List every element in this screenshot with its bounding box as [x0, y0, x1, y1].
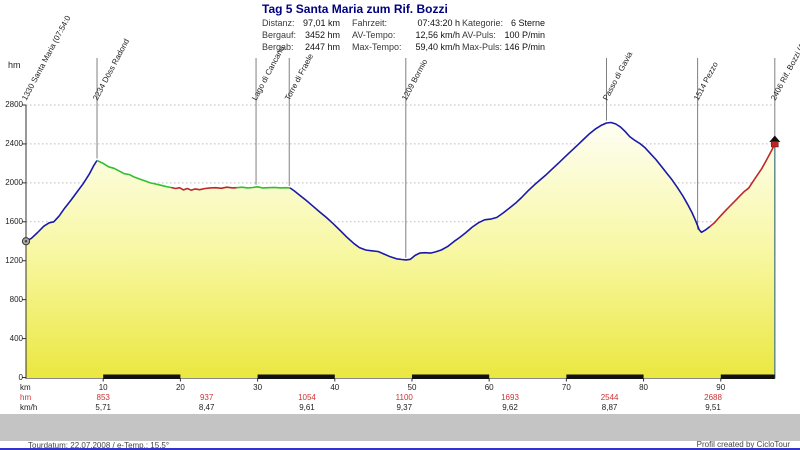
row-value-km-h: 9,51 [705, 402, 721, 412]
stat-value: 146 P/min [504, 42, 545, 52]
stat-row: AV-Puls: 100 P/min [462, 29, 545, 41]
profile-segment-forstweg-1 [96, 159, 172, 189]
row-value-km: 20 [175, 382, 185, 392]
stat-label: Bergauf: [262, 30, 297, 40]
y-tick-label-2000: 2000 [5, 177, 23, 187]
row-value-km-h: 5,71 [95, 402, 111, 412]
scale-bar-segment-4 [720, 374, 775, 379]
stat-row: Fahrzeit: 07:43:20 h [352, 17, 460, 29]
stat-value: 07:43:20 h [417, 18, 460, 28]
row-value-km: 50 [407, 382, 417, 392]
profile-segment-asphalt-0 [25, 160, 98, 242]
y-tick-label-1200: 1200 [5, 255, 23, 265]
tour-date-temp-text: Tourdatum: 22.07.2008 / e-Temp.: 15,5° [28, 441, 170, 450]
row-value-hm: 2544 [600, 392, 619, 402]
stat-label: Max-Puls: [462, 42, 503, 52]
stats-column-0: Distanz: 97,01 km Bergauf: 3452 hm Bergab: 24… [262, 17, 340, 53]
row-label-km: km [20, 382, 31, 392]
stat-value: 2447 hm [304, 42, 340, 52]
stat-label: AV-Tempo: [352, 30, 396, 40]
window-bottom-border [0, 448, 800, 450]
hut-icon-roof [769, 135, 781, 142]
row-label-km-h: km/h [20, 402, 38, 412]
stat-value: 6 Sterne [510, 18, 545, 28]
stat-label: Max-Tempo: [352, 42, 402, 52]
row-value-km: 10 [98, 382, 108, 392]
stat-label: Distanz: [262, 18, 295, 28]
stat-value: 12,56 km/h [415, 30, 460, 40]
row-value-hm: 853 [96, 392, 110, 402]
stat-label: Fahrzeit: [352, 18, 388, 28]
stat-label: AV-Puls: [462, 30, 496, 40]
row-value-km-h: 9,61 [299, 402, 315, 412]
profile-segment-trail-2 [170, 186, 237, 191]
stat-value: 3452 hm [304, 30, 340, 40]
row-value-hm: 1100 [395, 392, 413, 402]
stat-label: Kategorie: [462, 18, 504, 28]
row-label-hm: hm [20, 392, 32, 402]
y-tick-label-0: 0 [18, 372, 23, 382]
hut-icon [771, 141, 779, 148]
stat-row: AV-Tempo: 12,56 km/h [352, 29, 460, 41]
row-value-hm: 1054 [298, 392, 316, 402]
hotel-pension-icon-dot [24, 240, 28, 243]
y-tick-label-2400: 2400 [5, 138, 23, 148]
row-value-km: 80 [639, 382, 649, 392]
row-value-km-h: 8,47 [198, 402, 215, 412]
y-tick-label-2800: 2800 [5, 100, 23, 109]
row-value-km-h: 9,62 [502, 402, 518, 412]
y-axis-unit-label: hm [8, 60, 21, 70]
elevation-area-fill [26, 122, 775, 379]
stat-value: 59,40 km/h [415, 42, 460, 52]
credit-text: Profil created by CicloTour [696, 440, 790, 449]
row-value-km: 70 [561, 382, 571, 392]
row-value-km: 90 [716, 382, 726, 392]
row-value-hm: 937 [199, 392, 214, 402]
stats-column-1: Fahrzeit: 07:43:20 h AV-Tempo: 12,56 km/h Ma… [352, 17, 460, 53]
stat-row: Distanz: 97,01 km [262, 17, 340, 29]
row-value-km-h: 9,37 [396, 402, 413, 412]
row-value-km: 40 [330, 382, 340, 392]
legend-bar: Hotel/PensionHütte/LagerAsphaltSchiebest… [0, 414, 800, 441]
scale-bar-segment-0 [103, 374, 181, 379]
stats-column-2: Kategorie: 6 Sterne AV-Puls: 100 P/min Max-P… [462, 17, 545, 53]
row-value-km: 60 [484, 382, 494, 392]
stat-row: Max-Puls: 146 P/min [462, 41, 545, 53]
scale-bar-segment-2 [411, 374, 490, 379]
scale-bar-segment-3 [566, 374, 644, 379]
stat-row: Kategorie: 6 Sterne [462, 17, 545, 29]
row-value-km: 30 [253, 382, 263, 392]
stat-label: Bergab: [262, 42, 294, 52]
row-value-hm: 1693 [501, 392, 519, 402]
row-value-km-h: 8,87 [601, 402, 618, 412]
stat-value: 97,01 km [302, 18, 340, 28]
stat-row: Bergauf: 3452 hm [262, 29, 340, 41]
profile-segment-asphalt-4 [289, 121, 711, 261]
stat-row: Max-Tempo: 59,40 km/h [352, 41, 460, 53]
y-tick-label-400: 400 [9, 333, 23, 343]
y-tick-label-800: 800 [9, 294, 23, 304]
row-value-hm: 2688 [704, 392, 722, 402]
y-tick-label-1600: 1600 [5, 216, 23, 226]
stat-row: Bergab: 2447 hm [262, 41, 340, 53]
profile-segment-forstweg-3 [236, 186, 291, 189]
profile-segment-trail-5 [709, 142, 776, 228]
page-title: Tag 5 Santa Maria zum Rif. Bozzi [262, 2, 448, 16]
scale-bar-segment-1 [257, 374, 335, 379]
stat-value: 100 P/min [504, 30, 545, 40]
